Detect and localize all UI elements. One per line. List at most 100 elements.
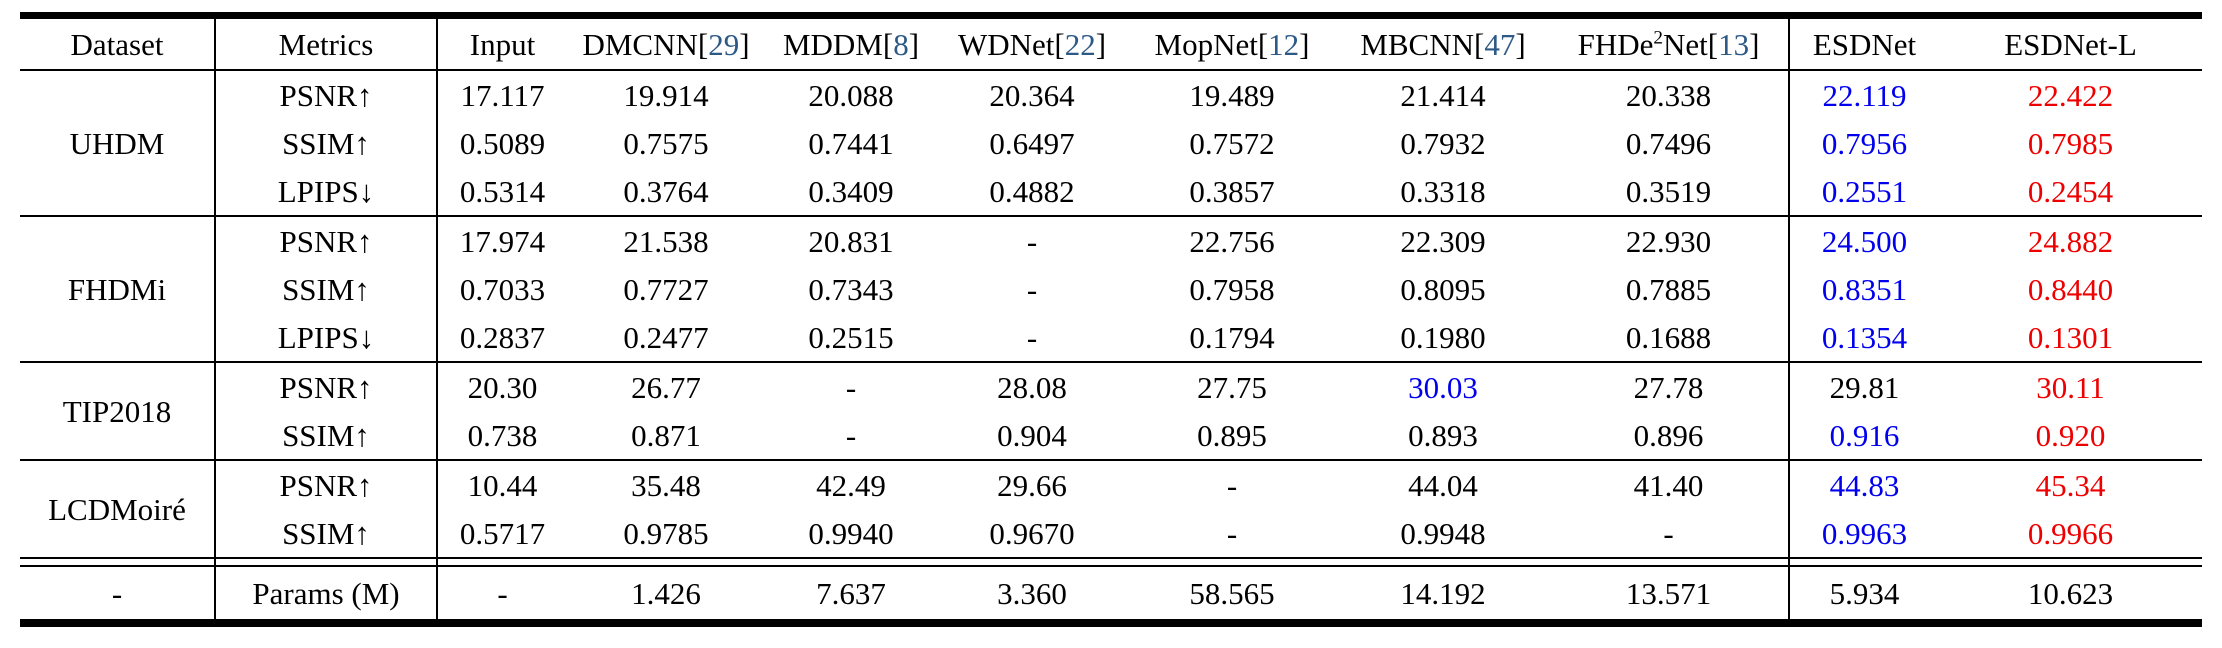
value-cell: 17.117: [436, 69, 567, 119]
metric-label: SSIM↑: [214, 509, 437, 558]
bracket: [: [882, 26, 894, 62]
value-cell: 0.5314: [436, 167, 567, 216]
col-header-metrics: Metrics: [214, 12, 437, 71]
col-header-esdnet: ESDNet: [1788, 12, 1939, 71]
value-cell: 22.756: [1127, 215, 1337, 265]
value-cell: 0.3857: [1189, 173, 1275, 209]
header-label: Net: [1662, 26, 1708, 62]
value-cell: 58.565: [1127, 566, 1337, 627]
value-cell: 17.974: [436, 215, 567, 265]
value-cell: 29.81: [1788, 361, 1939, 411]
value-cell: 0.5717: [436, 509, 567, 558]
col-header-fhde2net: FHDe2Net[13]: [1549, 12, 1789, 71]
metric-label: PSNR↑: [214, 215, 437, 265]
header-label: Input: [469, 26, 536, 62]
value-cell: 0.3519: [1625, 173, 1712, 209]
value-cell: 0.904: [997, 417, 1067, 453]
dataset-label-none: -: [20, 566, 215, 627]
value-cell: -: [1226, 515, 1238, 551]
value-cell: 45.34: [1939, 459, 2202, 509]
value-cell: -: [765, 361, 937, 411]
col-header-dataset: Dataset: [20, 12, 215, 71]
value-cell: 0.7727: [623, 271, 709, 307]
value-cell: 0.8351: [1788, 265, 1939, 313]
dataset-label-tip2018: TIP2018: [20, 361, 215, 460]
value-cell: 19.914: [567, 69, 765, 119]
table-row: LPIPS↓ 0.5314 0.3764 0.3409 0.4882 0.385…: [20, 167, 2202, 216]
table-row: SSIM↑ 0.5717 0.9785 0.9940 0.9670 - 0.99…: [20, 509, 2202, 558]
value-cell: 0.1354: [1788, 313, 1939, 362]
value-cell: 41.40: [1549, 459, 1789, 509]
value-cell: 29.66: [937, 459, 1127, 509]
table-row: LCDMoiré PSNR↑ 10.44 35.48 42.49 29.66 -…: [20, 459, 2202, 558]
bracket: ]: [1749, 26, 1760, 62]
col-header-mddm: MDDM[8]: [765, 12, 937, 71]
value-cell: 0.1688: [1625, 319, 1712, 355]
header-label: FHDe: [1577, 26, 1654, 62]
citation-link[interactable]: 8: [893, 26, 909, 62]
value-cell: 30.03: [1337, 361, 1549, 411]
spacer-cell: [20, 557, 215, 567]
value-cell: 0.2837: [436, 313, 567, 362]
value-cell: 27.75: [1127, 361, 1337, 411]
value-cell: 0.9948: [1400, 515, 1486, 551]
metric-label: SSIM↑: [214, 411, 437, 460]
citation-link[interactable]: 29: [708, 26, 740, 62]
value-cell: 0.7572: [1189, 125, 1275, 161]
value-cell: -: [1127, 459, 1337, 509]
value-cell: 0.916: [1788, 411, 1939, 460]
col-header-dmcnn: DMCNN[29]: [567, 12, 765, 71]
value-cell: 0.6497: [989, 125, 1075, 161]
citation-link[interactable]: 22: [1064, 26, 1096, 62]
value-cell: 0.8440: [2027, 271, 2114, 307]
value-cell: 35.48: [567, 459, 765, 509]
value-cell: 0.2551: [1788, 167, 1939, 216]
params-row: - Params (M) - 1.426 7.637 3.360 58.565 …: [20, 566, 2202, 627]
value-cell: 0.9940: [808, 515, 894, 551]
spacer-cell: [567, 557, 765, 567]
value-cell: 0.7985: [2027, 125, 2114, 161]
value-cell: 3.360: [937, 566, 1127, 627]
table-row: SSIM↑ 0.738 0.871 - 0.904 0.895 0.893 0.…: [20, 411, 2202, 460]
metric-label: LPIPS↓: [214, 167, 437, 216]
value-cell: 0.896: [1633, 417, 1704, 453]
citation-link[interactable]: 47: [1484, 26, 1516, 62]
value-cell: 0.9785: [623, 515, 709, 551]
citation-link[interactable]: 12: [1268, 26, 1300, 62]
value-cell: 1.426: [567, 566, 765, 627]
dataset-label-fhdmi: FHDMi: [20, 215, 215, 362]
value-cell: 10.623: [1939, 566, 2202, 627]
header-label: WDNet: [957, 26, 1055, 62]
value-cell: 24.500: [1788, 215, 1939, 265]
value-cell: 0.7496: [1625, 125, 1712, 161]
header-label: Metrics: [278, 26, 374, 62]
bracket: ]: [1299, 26, 1310, 62]
metric-label: PSNR↑: [214, 69, 437, 119]
value-cell: -: [937, 215, 1127, 265]
value-cell: 0.1301: [2027, 319, 2114, 355]
value-cell: 0.895: [1197, 417, 1267, 453]
value-cell: 0.8095: [1400, 271, 1486, 307]
spacer-cell: [1939, 557, 2202, 567]
metric-label: SSIM↑: [214, 119, 437, 167]
value-cell: 22.309: [1337, 215, 1549, 265]
value-cell: 0.9670: [989, 515, 1075, 551]
value-cell: 0.9966: [2027, 515, 2114, 551]
bracket: ]: [1095, 26, 1107, 62]
value-cell: 0.7885: [1625, 271, 1712, 307]
col-header-input: Input: [436, 12, 567, 71]
spacer-cell: [436, 557, 567, 567]
value-cell: 0.3764: [623, 173, 709, 209]
value-cell: 5.934: [1788, 566, 1939, 627]
col-header-esdnet-l: ESDNet-L: [1939, 12, 2202, 71]
header-label: ESDNet: [1812, 26, 1917, 62]
value-cell: -: [1663, 515, 1674, 551]
metric-label: LPIPS↓: [214, 313, 437, 362]
table-container: Dataset Metrics Input DMCNN[29] MDDM[8] …: [20, 12, 2202, 627]
value-cell: 0.893: [1408, 417, 1478, 453]
citation-link[interactable]: 13: [1718, 26, 1750, 62]
bracket: [: [1054, 26, 1065, 62]
value-cell: 22.422: [1939, 69, 2202, 119]
spacer-cell: [214, 557, 437, 567]
value-cell: 20.338: [1549, 69, 1789, 119]
